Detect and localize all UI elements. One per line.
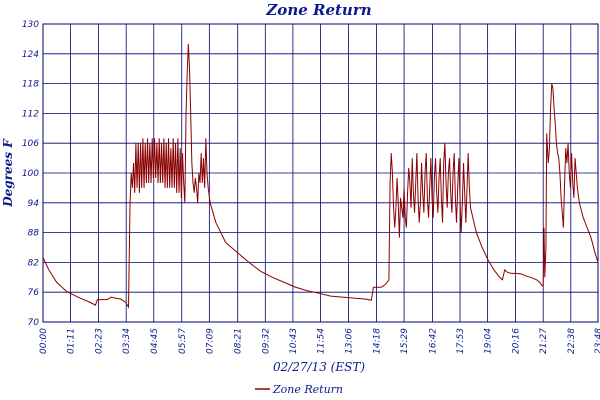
x-axis-label: 02/27/13 (EST) [273,360,365,374]
plot-frame [42,23,599,323]
x-tick-label: 21:27 [539,328,549,354]
x-tick-label: 20:16 [512,328,522,354]
x-tick-label: 00:00 [39,328,49,354]
y-axis-label: Degrees F [1,138,15,208]
series-line-zone-return [42,43,599,309]
y-tick-label: 112 [22,109,39,119]
x-tick-label: 16:42 [428,328,438,354]
x-tick-label: 14:18 [372,328,382,354]
x-tick-label: 23:48 [594,328,600,354]
x-tick-label: 03:34 [122,328,132,354]
y-tick-label: 70 [28,318,40,328]
x-tick-label: 02:23 [95,328,105,354]
x-tick-label: 17:53 [456,328,466,354]
x-tick-label: 05:57 [178,328,188,354]
chart-title: Zone Return [265,1,371,19]
y-tick-label: 100 [22,169,39,179]
x-tick-label: 19:04 [484,328,494,354]
y-tick-label: 82 [28,258,40,268]
legend-label-zone-return: Zone Return [272,383,343,396]
y-tick-label: 88 [28,229,40,239]
x-tick-label: 15:29 [400,328,410,354]
y-tick-labels: 70 76 82 88 94 100 106 112 118 124 130 [22,20,39,328]
x-tick-labels: 00:00 01:11 02:23 03:34 04:45 05:57 07:09 08:21… [39,328,600,354]
x-tick-label: 11:54 [317,328,327,354]
legend: Zone Return [255,383,343,396]
x-tick-label: 10:43 [289,328,299,354]
x-tick-label: 01:11 [67,328,77,354]
x-tick-label: 07:09 [205,328,215,354]
x-tick-label: 22:38 [567,328,577,354]
x-tick-label: 08:21 [234,328,244,354]
x-tick-label: 09:32 [261,328,271,354]
y-tick-label: 106 [22,139,39,149]
y-tick-label: 124 [22,50,39,60]
x-tick-label: 13:06 [344,328,354,354]
y-tick-label: 118 [22,80,39,90]
y-tick-label: 94 [28,199,40,209]
y-tick-label: 76 [28,288,40,298]
x-tick-label: 04:45 [150,328,160,354]
y-tick-label: 130 [22,20,39,30]
